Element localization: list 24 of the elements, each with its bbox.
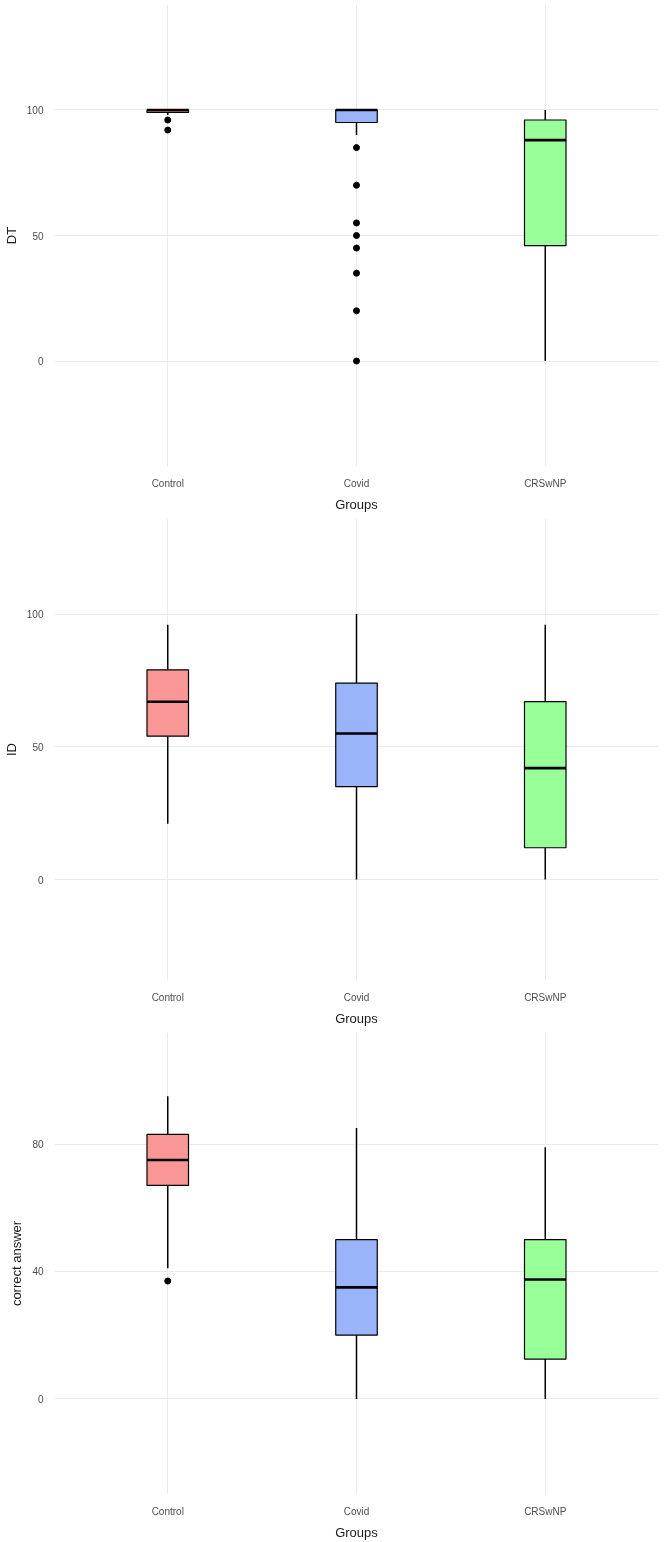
y-axis-title: ID — [3, 743, 19, 756]
y-tick-label: 80 — [32, 1139, 44, 1151]
y-axis-title: DT — [3, 226, 19, 245]
x-tick-label: CRSwNP — [524, 477, 567, 489]
y-tick-label: 0 — [37, 1393, 44, 1405]
x-axis-title: Groups — [335, 1524, 379, 1540]
x-tick-label: Covid — [343, 477, 370, 489]
y-tick-label: 100 — [26, 609, 44, 621]
x-tick-label: Covid — [343, 991, 370, 1003]
x-tick-label: Control — [151, 477, 184, 489]
x-tick-label: CRSwNP — [524, 1505, 567, 1517]
y-tick-label: 0 — [37, 874, 44, 886]
y-tick-label: 0 — [37, 356, 44, 368]
x-axis-title: Groups — [335, 496, 379, 512]
x-tick-label: Control — [151, 991, 184, 1003]
y-tick-label: 50 — [32, 741, 44, 753]
x-tick-label: Covid — [343, 1505, 370, 1517]
y-axis-title: correct answer — [9, 1220, 25, 1307]
y-tick-label: 50 — [32, 230, 44, 242]
y-tick-label: 40 — [32, 1266, 44, 1278]
y-tick-label: 100 — [26, 104, 44, 116]
x-tick-label: CRSwNP — [524, 991, 567, 1003]
x-tick-label: Control — [151, 1505, 184, 1517]
x-axis-title: Groups — [335, 1010, 379, 1026]
